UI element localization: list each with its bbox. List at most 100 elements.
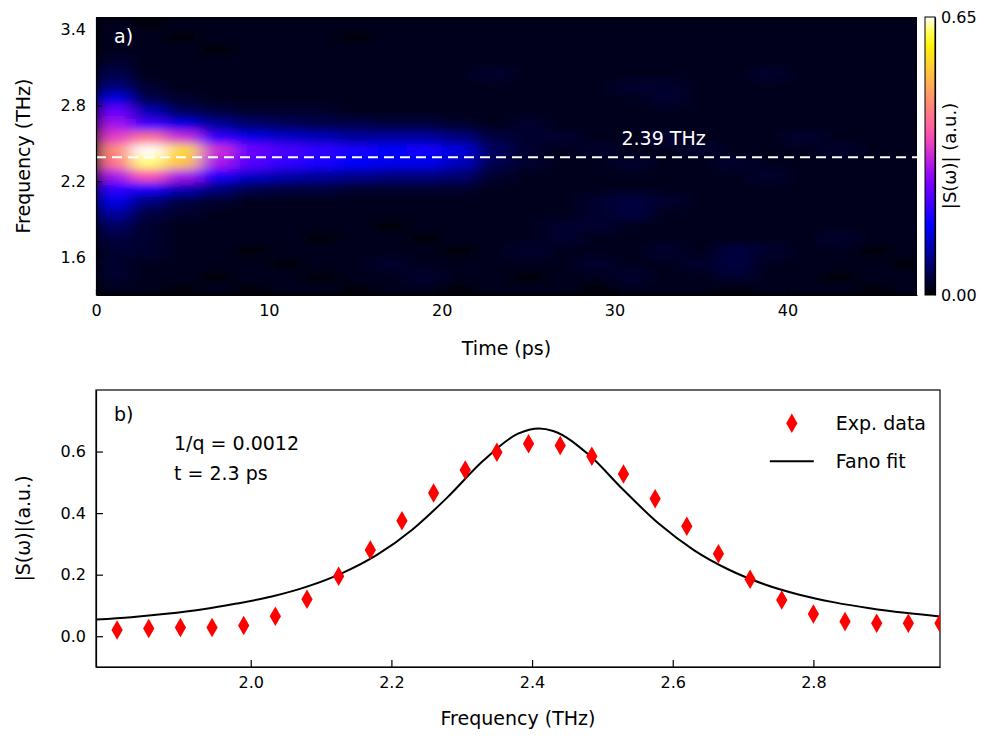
heatmap-cell xyxy=(753,42,788,55)
heatmap-cell xyxy=(165,131,200,144)
heatmap-cell xyxy=(442,219,477,232)
heatmap-cell xyxy=(753,143,788,156)
data-point xyxy=(238,616,249,636)
heatmap-cell xyxy=(684,42,719,55)
heatmap-cell xyxy=(545,244,580,257)
tick-label: 40 xyxy=(778,301,798,320)
heatmap-cell xyxy=(269,55,304,68)
heatmap-cell xyxy=(649,42,684,55)
heatmap-cell xyxy=(442,207,477,220)
heatmap-cell xyxy=(407,105,442,118)
heatmap-cell xyxy=(753,93,788,106)
heatmap-cell xyxy=(200,244,235,257)
heatmap-cell xyxy=(615,30,650,43)
heatmap-cell xyxy=(442,55,477,68)
heatmap-cell xyxy=(753,181,788,194)
heatmap-cell xyxy=(615,42,650,55)
heatmap-cell xyxy=(269,143,304,156)
heatmap-cell xyxy=(165,42,200,55)
heatmap-cell xyxy=(615,257,650,270)
heatmap-cell xyxy=(753,219,788,232)
y-axis-tick: 3.4 xyxy=(61,20,102,39)
heatmap-cell xyxy=(442,17,477,30)
data-point xyxy=(744,570,755,590)
data-point xyxy=(586,446,597,466)
heatmap-cell xyxy=(684,181,719,194)
heatmap-cell xyxy=(545,105,580,118)
heatmap-cell xyxy=(649,55,684,68)
heatmap-cell xyxy=(787,42,822,55)
heatmap-cell xyxy=(753,244,788,257)
tick-mark xyxy=(787,289,788,295)
heatmap-cell xyxy=(787,244,822,257)
colorbar-title: |S(ω)| (a.u.) xyxy=(939,103,960,209)
heatmap-cell xyxy=(718,93,753,106)
heatmap-cell xyxy=(131,169,166,182)
heatmap-cell xyxy=(857,131,892,144)
y-axis-tick: 2.8 xyxy=(61,96,102,115)
heatmap-cell xyxy=(234,169,269,182)
heatmap-cell xyxy=(649,232,684,245)
heatmap-cell xyxy=(234,257,269,270)
heatmap-cell xyxy=(373,118,408,131)
heatmap-cell xyxy=(442,80,477,93)
heatmap-cell xyxy=(200,219,235,232)
heatmap-cell xyxy=(891,282,917,295)
heatmap-cell xyxy=(787,131,822,144)
heatmap-cell xyxy=(476,181,511,194)
heatmap-cell xyxy=(303,55,338,68)
heatmap-cell xyxy=(476,169,511,182)
heatmap-cell xyxy=(649,169,684,182)
heatmap-cell xyxy=(822,55,857,68)
heatmap-cell xyxy=(511,17,546,30)
heatmap-cell xyxy=(615,55,650,68)
heatmap-cell xyxy=(234,143,269,156)
heatmap-cell xyxy=(269,207,304,220)
heatmap-cell xyxy=(303,80,338,93)
data-point xyxy=(839,612,850,632)
heatmap-cell xyxy=(269,169,304,182)
legend-swatch xyxy=(770,460,814,462)
x-axis-tick: 2.2 xyxy=(379,660,404,692)
heatmap-cell xyxy=(303,207,338,220)
heatmap-cell xyxy=(407,143,442,156)
heatmap-cell xyxy=(96,181,131,194)
heatmap-cell xyxy=(476,17,511,30)
heatmap-cell xyxy=(269,118,304,131)
data-point xyxy=(871,614,882,634)
heatmap-cell xyxy=(269,42,304,55)
heatmap-cell xyxy=(822,244,857,257)
heatmap-cell xyxy=(822,30,857,43)
tick-label: 10 xyxy=(259,301,279,320)
heatmap-cell xyxy=(200,17,235,30)
heatmap-cell xyxy=(269,17,304,30)
heatmap-cell xyxy=(615,194,650,207)
heatmap-cell xyxy=(718,30,753,43)
heatmap-cell xyxy=(338,219,373,232)
data-point xyxy=(111,620,122,640)
heatmap-cell xyxy=(615,181,650,194)
heatmap-cell xyxy=(545,68,580,81)
heatmap-cell xyxy=(269,68,304,81)
heatmap-cell xyxy=(442,143,477,156)
heatmap-cell xyxy=(442,42,477,55)
heatmap-cell xyxy=(407,270,442,283)
heatmap-cell xyxy=(891,257,917,270)
heatmap-cell xyxy=(649,105,684,118)
heatmap-cell xyxy=(338,105,373,118)
heatmap-cell xyxy=(269,30,304,43)
heatmap-cell xyxy=(303,169,338,182)
heatmap-cell xyxy=(373,181,408,194)
heatmap-cell xyxy=(649,194,684,207)
heatmap-cell xyxy=(684,244,719,257)
data-point xyxy=(934,614,940,634)
heatmap-cell xyxy=(511,30,546,43)
heatmap-cell xyxy=(373,30,408,43)
heatmap-cell xyxy=(684,270,719,283)
heatmap-cell xyxy=(857,194,892,207)
heatmap-cell xyxy=(200,80,235,93)
heatmap-cell xyxy=(684,55,719,68)
heatmap-cell xyxy=(373,17,408,30)
heatmap-cell xyxy=(131,270,166,283)
heatmap-cell xyxy=(407,181,442,194)
